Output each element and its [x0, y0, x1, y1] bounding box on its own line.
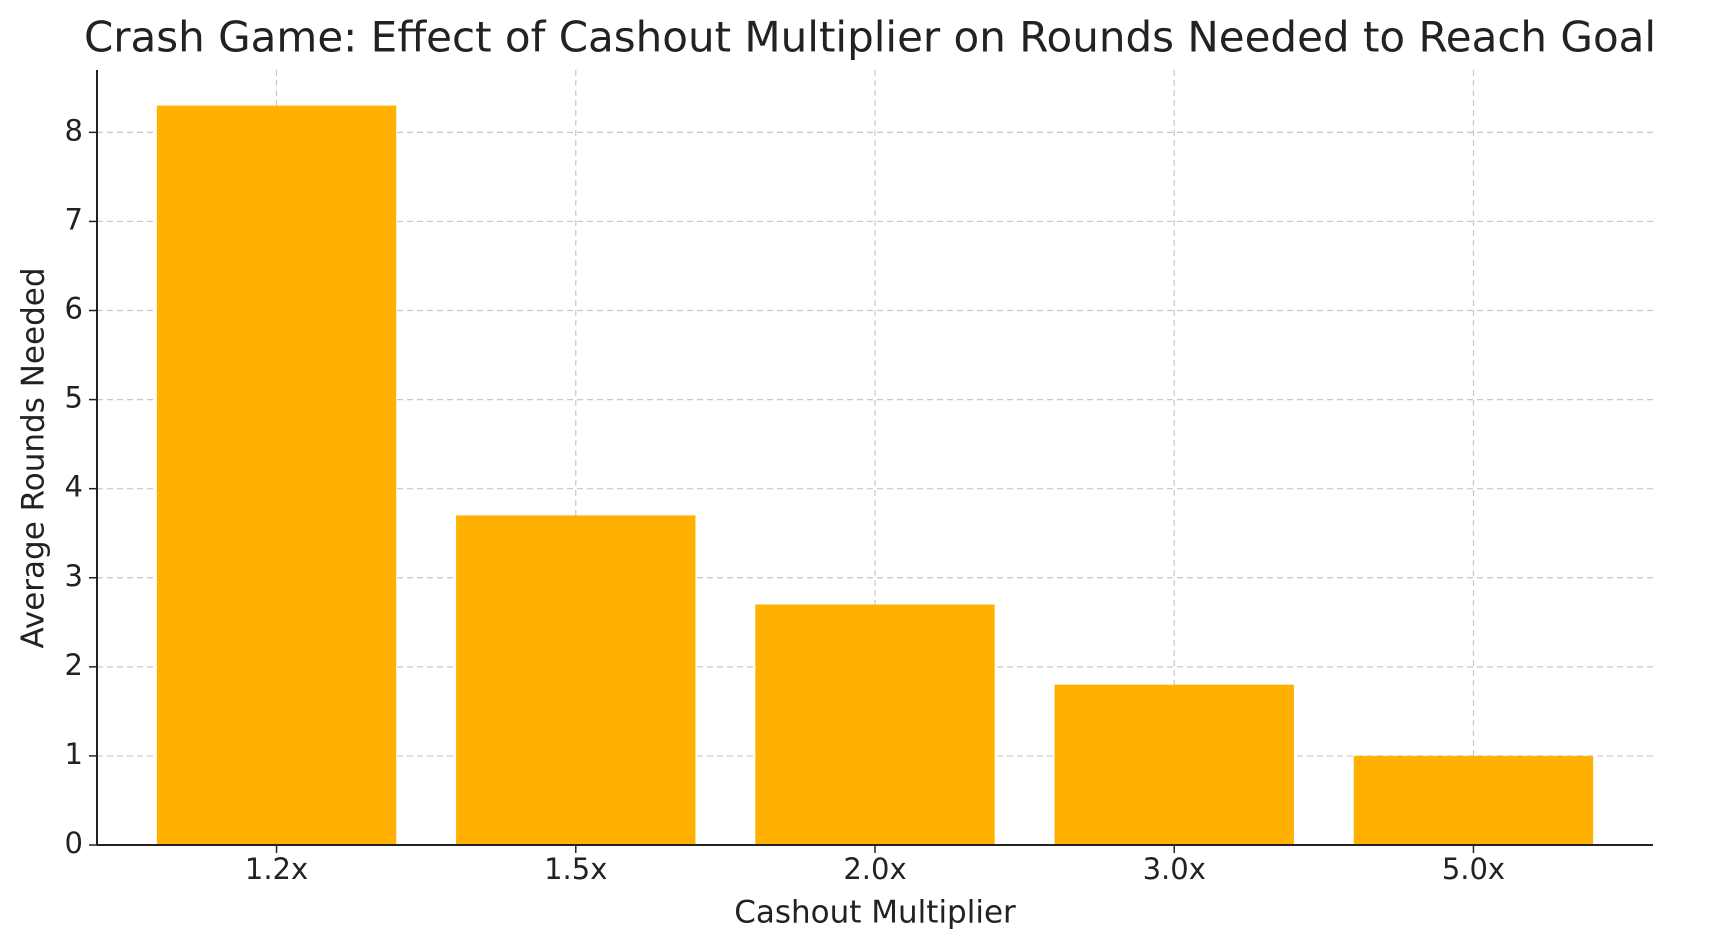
y-tick-label: 8	[65, 113, 83, 147]
y-tick-label: 1	[65, 737, 83, 771]
y-tick-label: 7	[65, 202, 83, 236]
bar	[1054, 684, 1294, 845]
y-tick-label: 2	[65, 648, 83, 682]
y-axis-label: Average Rounds Needed	[16, 267, 52, 648]
bar	[156, 105, 397, 845]
y-tick-label: 4	[65, 470, 83, 504]
chart-title: Crash Game: Effect of Cashout Multiplier…	[84, 13, 1656, 62]
bar	[1353, 755, 1594, 845]
y-tick-label: 3	[65, 559, 83, 593]
bar	[456, 515, 696, 845]
x-tick-label: 3.0x	[1143, 852, 1206, 886]
x-axis-label: Cashout Multiplier	[734, 895, 1016, 931]
bar	[755, 604, 995, 845]
y-tick-label: 5	[65, 381, 83, 415]
x-tick-label: 1.5x	[544, 852, 607, 886]
y-tick-label: 0	[65, 826, 83, 860]
y-tick-label: 6	[65, 292, 83, 326]
x-tick-label: 5.0x	[1442, 852, 1505, 886]
x-tick-label: 1.2x	[245, 852, 308, 886]
x-tick-label: 2.0x	[843, 852, 906, 886]
